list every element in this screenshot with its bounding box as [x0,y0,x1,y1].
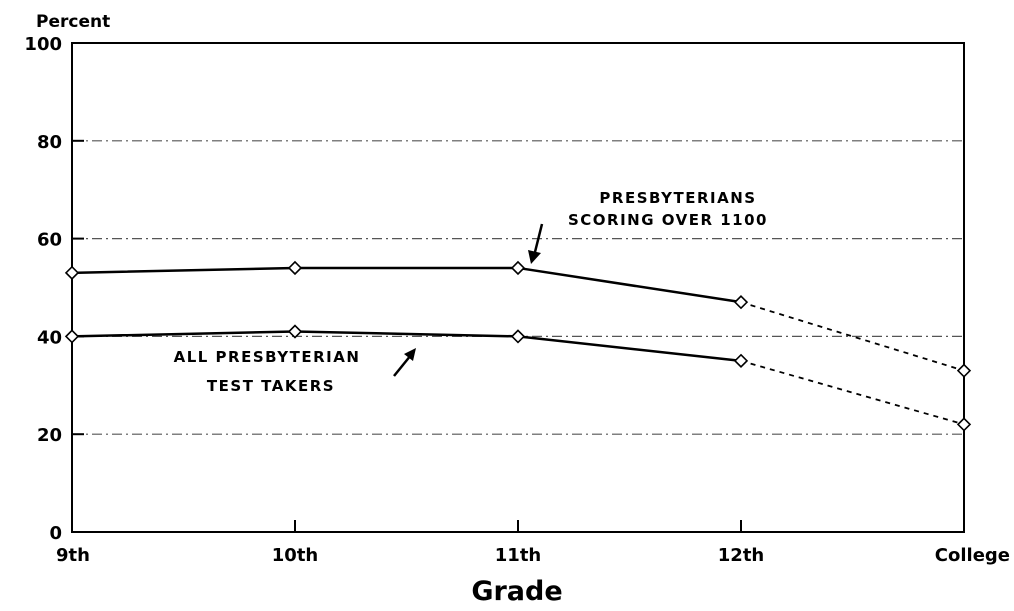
annotation-upper-line1: PRESBYTERIANS [599,189,756,207]
series-1-point-4 [956,417,972,432]
series-0-point-4 [956,363,972,378]
y-tick-labels: 0 20 40 60 80 100 [24,34,62,544]
series-1-point-0 [64,329,80,344]
series-0 [64,260,972,378]
x-tick-labels: 9th 10th 11th 12th College [56,545,1010,566]
annotation-lower-line2: TEST TAKERS [207,377,335,395]
y-axis-title: Percent [36,12,110,32]
series-1-point-1 [287,324,303,339]
series-0-solid-line [71,266,742,304]
annotation-lower-line1: ALL PRESBYTERIAN [174,348,361,366]
x-tick-label-1: 10th [272,545,318,566]
series-group [64,260,972,432]
annotation-upper-arrow-shaft [532,223,544,257]
annotation-upper-arrow-head [528,250,541,264]
series-0-point-2 [510,260,526,276]
axis-ticks [71,42,965,533]
series-1-dashed-line [740,359,965,426]
series-1-point-2 [510,329,526,344]
x-tick-label-0: 9th [56,545,90,566]
y-tick-label-0: 0 [49,523,62,544]
y-tick-label-80: 80 [37,132,62,153]
y-tick-label-60: 60 [37,230,62,251]
series-1-point-3 [733,353,749,368]
x-tick-label-3: 12th [718,545,764,566]
x-tick-label-2: 11th [495,545,541,566]
y-tick-label-20: 20 [37,425,62,446]
plot-frame [71,42,965,533]
annotation-upper-line2: SCORING OVER 1100 [568,211,768,229]
series-0-dashed-line [740,301,965,372]
y-tick-label-100: 100 [24,34,62,55]
annotations: PRESBYTERIANS SCORING OVER 1100 ALL PRESBY… [174,189,768,395]
annotation-lower-arrow-head [404,348,416,361]
series-0-point-1 [287,260,303,276]
series-1 [64,324,972,432]
annotation-lower-arrow-shaft [393,354,412,377]
series-0-point-0 [64,265,80,280]
x-tick-label-4: College [935,545,1010,566]
series-1-solid-line [71,330,742,363]
y-tick-label-40: 40 [37,327,62,348]
x-axis-title: Grade [471,576,562,607]
gridlines [72,140,964,435]
series-0-point-3 [733,295,749,310]
